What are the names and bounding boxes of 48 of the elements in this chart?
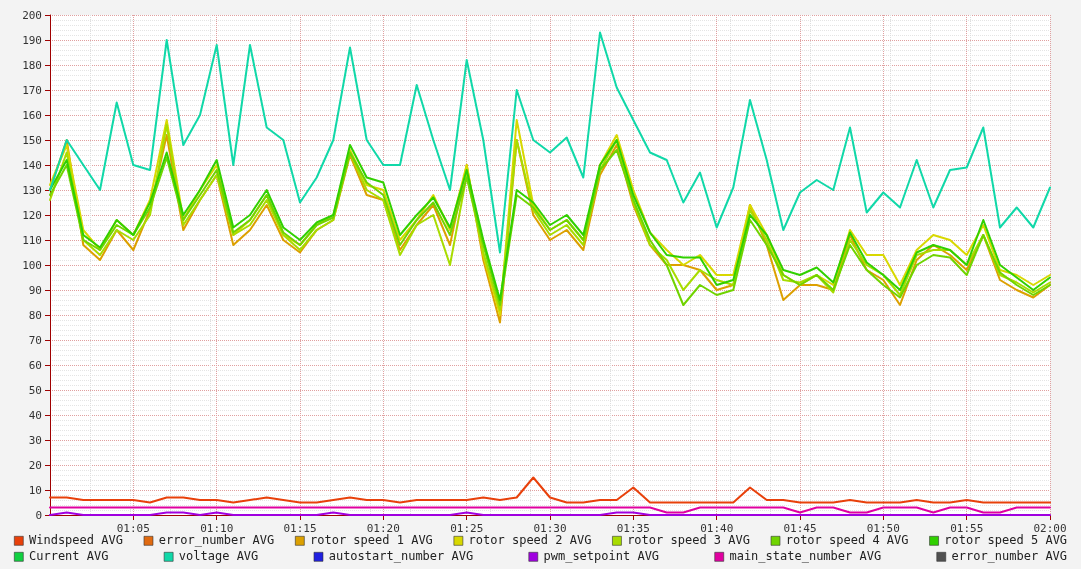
y-tick-label: 40 xyxy=(28,408,42,422)
y-tick-label: 180 xyxy=(22,58,42,72)
y-tick-label: 110 xyxy=(22,233,42,247)
x-tick-label: 01:15 xyxy=(283,522,317,535)
y-tick-label: 100 xyxy=(22,258,42,272)
x-tick-label: 01:25 xyxy=(450,522,484,535)
y-tick-label: 200 xyxy=(22,8,42,22)
y-tick-label: 70 xyxy=(28,333,42,347)
legend-label: voltage AVG xyxy=(178,549,259,563)
x-tick-label: 01:45 xyxy=(783,522,817,535)
y-tick-label: 20 xyxy=(28,458,42,472)
y-tick-label: 160 xyxy=(22,108,42,122)
line-series xyxy=(49,476,1051,504)
y-tick-label: 60 xyxy=(28,358,42,372)
y-tick-label: 10 xyxy=(28,483,42,497)
legend-label: rotor speed 1 AVG xyxy=(310,533,433,547)
x-tick-label: 01:50 xyxy=(866,522,900,535)
y-tick-label: 50 xyxy=(28,383,42,397)
x-tick-label: 01:35 xyxy=(616,522,650,535)
legend-label: main_state_number AVG xyxy=(729,549,882,563)
y-tick-label: 120 xyxy=(22,208,42,222)
x-tick-label: 01:05 xyxy=(116,522,150,535)
y-tick-label: 80 xyxy=(28,308,42,322)
legend-label: error_number AVG xyxy=(951,549,1068,563)
line-series xyxy=(49,31,1051,254)
y-tick-label: 90 xyxy=(28,283,42,297)
y-tick-label: 170 xyxy=(22,83,42,97)
legend-label: rotor speed 3 AVG xyxy=(627,533,750,547)
legend-label: autostart_number AVG xyxy=(328,549,474,563)
x-tick-label: 01:20 xyxy=(366,522,400,535)
legend-label: Windspeed AVG xyxy=(29,533,123,547)
legend-label: rotor speed 4 AVG xyxy=(785,533,909,547)
y-tick-label: 190 xyxy=(22,33,42,47)
y-tick-label: 130 xyxy=(22,183,42,197)
legend-label: error_number AVG xyxy=(158,533,275,547)
x-tick-label: 01:55 xyxy=(950,522,984,535)
y-tick-label: 150 xyxy=(22,133,42,147)
x-tick-label: 01:40 xyxy=(700,522,734,535)
x-tick-label: 01:10 xyxy=(200,522,234,535)
x-tick-label: 01:30 xyxy=(533,522,567,535)
y-tick-label: 0 xyxy=(35,508,42,522)
legend-label: pwm_setpoint AVG xyxy=(543,549,660,563)
y-tick-label: 30 xyxy=(28,433,42,447)
x-tick-label: 02:00 xyxy=(1033,522,1067,535)
legend-label: Current AVG xyxy=(29,549,109,563)
y-tick-label: 140 xyxy=(22,158,42,172)
legend-label: rotor speed 5 AVG xyxy=(944,533,1068,547)
legend-label: rotor speed 2 AVG xyxy=(468,533,592,547)
